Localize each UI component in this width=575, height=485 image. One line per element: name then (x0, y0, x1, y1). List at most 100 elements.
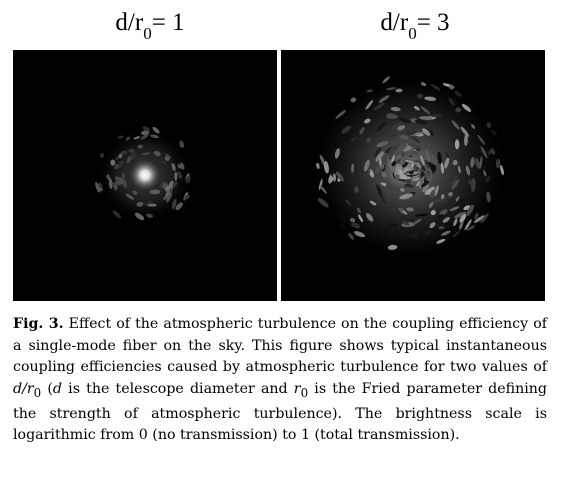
speckle (471, 124, 476, 129)
speckle (452, 160, 458, 166)
speckle (428, 167, 433, 180)
speckle (429, 222, 436, 229)
caption-math-1: d/r (13, 380, 34, 397)
speckle (500, 164, 504, 176)
speckle (431, 154, 437, 166)
speckle (445, 151, 450, 158)
speckle (404, 130, 416, 136)
speckle (404, 183, 414, 188)
figure-label: Fig. 3. (13, 316, 64, 332)
speckle-field-right (316, 76, 504, 250)
speckle (441, 195, 450, 204)
speckle-image-left-svg (95, 126, 193, 223)
speckle (425, 186, 435, 195)
speckle (339, 211, 346, 223)
speckle (413, 105, 420, 111)
speckle (385, 184, 393, 191)
speckle (366, 137, 371, 143)
speckle (459, 213, 467, 223)
speckle (387, 133, 398, 138)
speckle (132, 190, 138, 195)
speckle (438, 214, 444, 219)
speckle (149, 134, 156, 138)
caption-math-3: r (293, 380, 301, 397)
speckle (115, 176, 122, 186)
speckle (430, 84, 441, 91)
speckle (184, 194, 190, 200)
speckle (140, 130, 150, 136)
speckle (140, 134, 149, 140)
speckle (146, 213, 153, 218)
speckle (398, 207, 404, 212)
speckle (334, 148, 340, 159)
speckle (414, 119, 428, 125)
speckle (95, 182, 101, 193)
speckle (318, 178, 323, 191)
speckle (391, 160, 397, 167)
speckle (459, 219, 464, 230)
speckle (376, 141, 389, 148)
speckle (129, 153, 136, 161)
speckle (454, 139, 460, 150)
speckle (399, 193, 413, 200)
speckle-image-left (13, 50, 277, 301)
speckle (413, 164, 417, 172)
speckle (397, 125, 406, 131)
speckle (375, 167, 380, 173)
speckle (411, 135, 421, 144)
panel-label-left-sub: 0 (143, 24, 152, 43)
speckle (480, 213, 489, 224)
figure-caption: Fig. 3. Effect of the atmospheric turbul… (13, 314, 547, 447)
speckle (374, 145, 382, 157)
speckle (485, 175, 491, 183)
speckle (440, 162, 444, 174)
speckle (422, 128, 431, 136)
speckle (418, 175, 425, 187)
speckle (362, 172, 368, 180)
speckle (349, 217, 356, 223)
speckle (350, 136, 358, 142)
speckle (369, 200, 377, 206)
panel-label-right-value: = 3 (416, 9, 450, 36)
speckle (373, 102, 385, 111)
speckle (449, 206, 460, 212)
speckle (364, 118, 371, 124)
speckle (120, 150, 128, 156)
speckle (348, 232, 355, 240)
speckle (366, 89, 373, 93)
speckle (397, 156, 409, 160)
speckle (133, 136, 141, 140)
speckle (341, 165, 346, 173)
panel-label-right-sub: 0 (408, 24, 417, 43)
speckle (388, 161, 393, 173)
speckle (436, 238, 446, 244)
speckle (490, 129, 497, 136)
speckle (147, 203, 157, 207)
speckle (350, 97, 357, 103)
speckle (353, 231, 366, 238)
speckle (162, 182, 166, 189)
speckle-image-right-svg (311, 74, 507, 262)
speckle (382, 76, 390, 84)
caption-math-3-sub: 0 (300, 385, 309, 400)
speckle (317, 198, 329, 208)
speckle (466, 204, 474, 217)
speckle (391, 154, 395, 164)
panel-label-left-value: = 1 (151, 9, 185, 36)
speckle (126, 155, 132, 164)
speckle (465, 165, 471, 176)
speckle (344, 199, 352, 206)
speckle (451, 179, 460, 190)
speckle (415, 213, 429, 217)
speckle-ring-left (95, 126, 191, 221)
speckle (121, 177, 127, 189)
speckle (495, 158, 501, 169)
speckle (408, 233, 419, 239)
speckle (171, 198, 177, 210)
speckle (341, 125, 352, 134)
speckle (179, 140, 185, 149)
speckle (387, 244, 398, 250)
speckle (474, 213, 479, 220)
speckle (136, 201, 144, 207)
speckle (165, 191, 170, 197)
